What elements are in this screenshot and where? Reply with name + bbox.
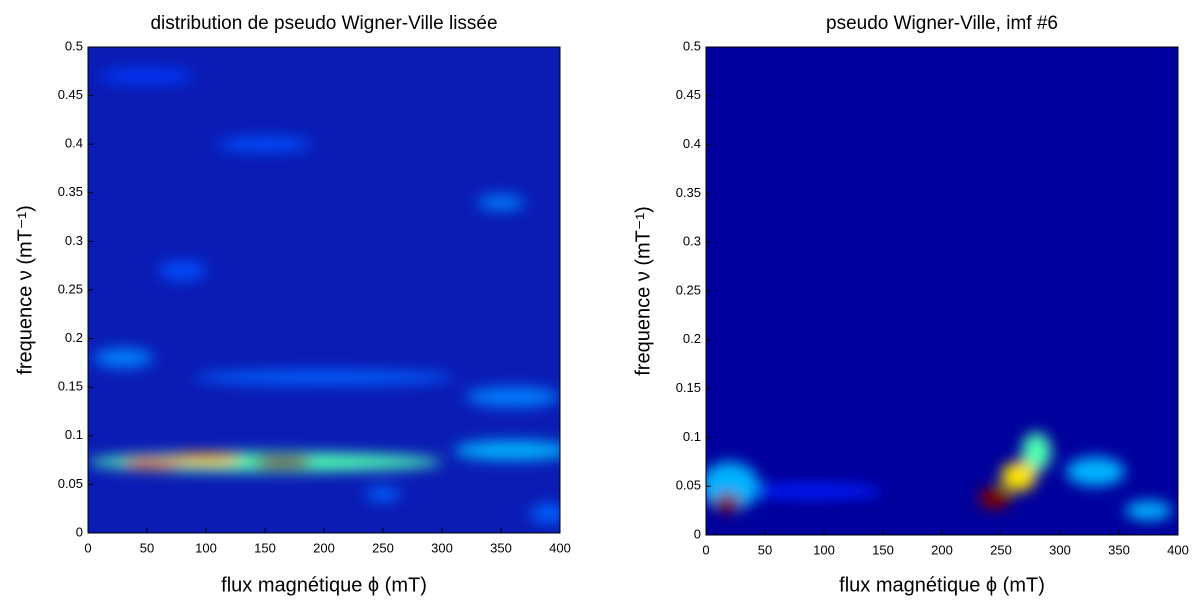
- y-tick-label: 0.3: [683, 234, 701, 249]
- x-tick-label: 150: [872, 542, 894, 557]
- intensity-blob: [93, 348, 153, 368]
- x-tick-label: 250: [990, 542, 1012, 557]
- intensity-blob: [253, 456, 313, 468]
- x-tick-label: 150: [254, 540, 276, 555]
- intensity-blob: [714, 493, 741, 513]
- y-axis-label: frequence ν (mT⁻¹): [14, 205, 36, 374]
- intensity-blob: [1021, 432, 1052, 472]
- x-tick-label: 100: [195, 540, 217, 555]
- y-tick-label: 0.35: [676, 185, 701, 200]
- x-tick-label: 100: [813, 542, 835, 557]
- y-tick-label: 0.4: [65, 136, 83, 151]
- x-tick-label: 50: [140, 540, 154, 555]
- intensity-blob: [99, 68, 195, 84]
- y-tick-label: 0.2: [683, 331, 701, 346]
- intensity-blob: [477, 195, 525, 210]
- y-tick-label: 0.45: [676, 87, 701, 102]
- intensity-blob: [170, 453, 242, 465]
- chart-title: distribution de pseudo Wigner-Ville liss…: [150, 13, 497, 34]
- x-axis-label: flux magnétique ϕ (mT): [839, 574, 1045, 596]
- y-tick-label: 0.5: [65, 38, 83, 53]
- x-tick-label: 300: [1049, 542, 1071, 557]
- x-tick-label: 350: [1108, 542, 1130, 557]
- y-tick-label: 0.1: [65, 427, 83, 442]
- x-tick-label: 250: [372, 540, 394, 555]
- y-tick-label: 0.2: [65, 330, 83, 345]
- y-tick-label: 0.4: [683, 136, 701, 151]
- x-tick-label: 0: [702, 542, 709, 557]
- intensity-blob: [1001, 461, 1037, 492]
- x-tick-label: 400: [549, 540, 571, 555]
- y-tick-label: 0.1: [683, 429, 701, 444]
- heatmap: [88, 68, 560, 524]
- y-tick-label: 0.15: [58, 379, 83, 394]
- y-tick-label: 0: [76, 524, 83, 539]
- intensity-blob: [1124, 500, 1173, 521]
- y-tick-label: 0: [694, 526, 701, 541]
- heatmap: [706, 432, 1173, 521]
- intensity-blob: [217, 136, 313, 152]
- intensity-blob: [365, 486, 401, 502]
- intensity-blob: [978, 487, 1012, 509]
- x-axis-label: flux magnétique ϕ (mT): [221, 574, 427, 596]
- intensity-blob: [158, 260, 206, 281]
- chart-title: pseudo Wigner-Ville, imf #6: [826, 13, 1058, 34]
- y-tick-label: 0.15: [676, 380, 701, 395]
- x-tick-label: 200: [931, 542, 953, 557]
- intensity-blob: [1065, 456, 1125, 487]
- y-tick-label: 0.05: [676, 478, 701, 493]
- intensity-blob: [123, 458, 183, 468]
- x-tick-label: 400: [1167, 542, 1189, 557]
- y-tick-label: 0.3: [65, 233, 83, 248]
- x-tick-label: 350: [490, 540, 512, 555]
- x-tick-label: 0: [84, 540, 91, 555]
- y-tick-label: 0.25: [676, 282, 701, 297]
- y-tick-label: 0.05: [58, 476, 83, 491]
- x-tick-label: 300: [431, 540, 453, 555]
- x-tick-label: 200: [313, 540, 335, 555]
- intensity-blob: [465, 387, 560, 407]
- y-axis-label: frequence ν (mT⁻¹): [632, 206, 654, 375]
- y-tick-label: 0.5: [683, 38, 701, 53]
- intensity-blob: [741, 483, 883, 499]
- intensity-blob: [453, 440, 560, 461]
- y-tick-label: 0.35: [58, 184, 83, 199]
- intensity-blob: [530, 503, 560, 524]
- y-tick-label: 0.45: [58, 87, 83, 102]
- y-tick-label: 0.25: [58, 281, 83, 296]
- plot-background: [706, 47, 1178, 535]
- x-tick-label: 50: [758, 542, 772, 557]
- intensity-blob: [194, 370, 454, 385]
